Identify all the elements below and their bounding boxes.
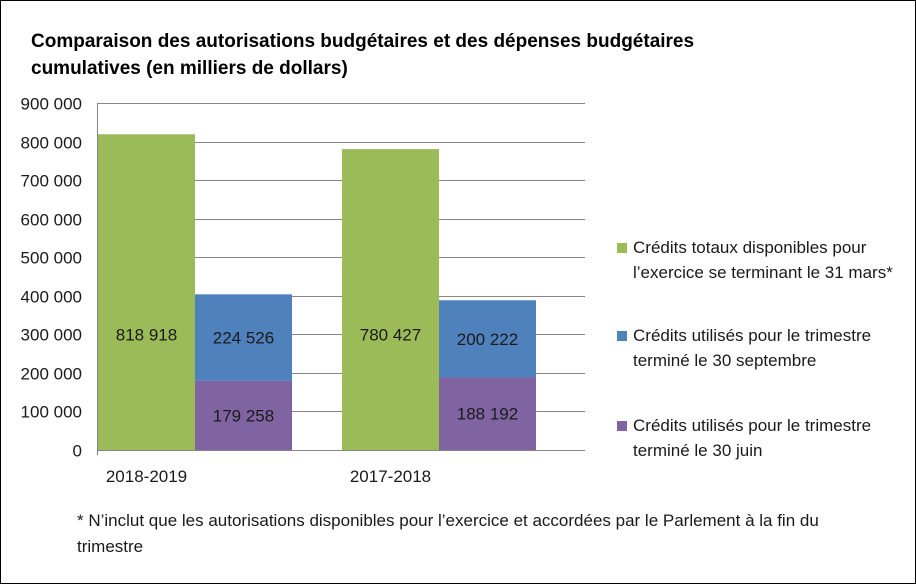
legend-label-total: Crédits totaux disponibles pour l’exerci… bbox=[633, 238, 893, 282]
legend-label-q2: Crédits utilisés pour le trimestre termi… bbox=[633, 326, 872, 370]
data-label-total: 780 427 bbox=[360, 325, 421, 344]
data-label-q2: 224 526 bbox=[213, 329, 274, 348]
x-tick-label: 2017-2018 bbox=[350, 467, 431, 486]
data-label-q1: 179 258 bbox=[213, 406, 274, 425]
bar-total bbox=[98, 134, 195, 451]
data-label-q2: 200 222 bbox=[457, 330, 518, 349]
x-tick-label: 2018-2019 bbox=[106, 467, 187, 486]
y-tick-label: 300 000 bbox=[21, 326, 82, 345]
y-tick-label: 700 000 bbox=[21, 172, 82, 191]
y-tick-label: 500 000 bbox=[21, 249, 82, 268]
y-tick-label: 200 000 bbox=[21, 365, 82, 384]
chart-title: Comparaison des autorisations budgétaire… bbox=[31, 31, 695, 79]
y-tick-label: 900 000 bbox=[21, 95, 82, 114]
y-tick-label: 600 000 bbox=[21, 211, 82, 230]
data-label-q1: 188 192 bbox=[457, 405, 518, 424]
legend-swatch-total bbox=[617, 243, 627, 253]
bar-q2 bbox=[195, 294, 292, 381]
footnote: * N’inclut que les autorisations disponi… bbox=[77, 511, 819, 556]
legend-label-q1: Crédits utilisés pour le trimestre termi… bbox=[633, 416, 872, 460]
bar-q1 bbox=[195, 380, 292, 450]
y-tick-label: 400 000 bbox=[21, 288, 82, 307]
legend-swatch-q2 bbox=[617, 331, 627, 341]
bar-q1 bbox=[439, 377, 536, 450]
bar-q2 bbox=[439, 300, 536, 378]
data-label-total: 818 918 bbox=[116, 325, 177, 344]
y-tick-label: 100 000 bbox=[21, 403, 82, 422]
y-tick-label: 0 bbox=[73, 442, 82, 461]
bar-total bbox=[342, 149, 439, 450]
legend-swatch-q1 bbox=[617, 421, 627, 431]
y-tick-label: 800 000 bbox=[21, 134, 82, 153]
